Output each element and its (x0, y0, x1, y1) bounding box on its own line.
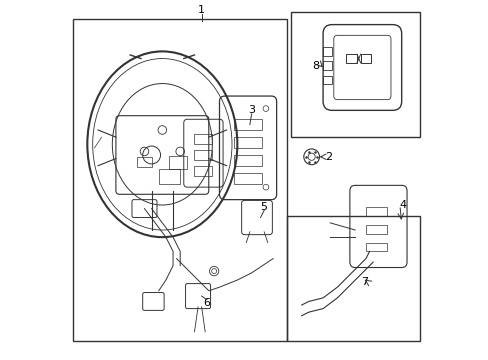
Bar (365, 243, 386, 251)
Text: 2: 2 (324, 152, 331, 162)
Bar (194, 150, 212, 160)
Text: 3: 3 (247, 105, 255, 115)
Bar (194, 134, 212, 144)
Bar (233, 137, 262, 148)
Bar (233, 119, 262, 130)
Text: 1: 1 (198, 5, 204, 15)
Text: 4: 4 (399, 200, 406, 210)
Bar (323, 62, 331, 70)
Bar (290, 12, 419, 137)
Text: 5: 5 (260, 202, 267, 212)
Bar (194, 166, 212, 176)
Bar (233, 173, 262, 184)
Text: 6: 6 (203, 298, 210, 308)
Bar (365, 225, 386, 234)
Bar (287, 216, 419, 341)
Bar (323, 47, 331, 56)
Bar (365, 207, 386, 216)
Text: 8: 8 (312, 61, 319, 71)
Bar (137, 157, 151, 167)
Bar (323, 76, 331, 84)
Bar (159, 169, 180, 184)
Bar (233, 155, 262, 166)
Text: 7: 7 (360, 277, 367, 287)
Bar (73, 19, 287, 341)
Bar (169, 156, 187, 168)
